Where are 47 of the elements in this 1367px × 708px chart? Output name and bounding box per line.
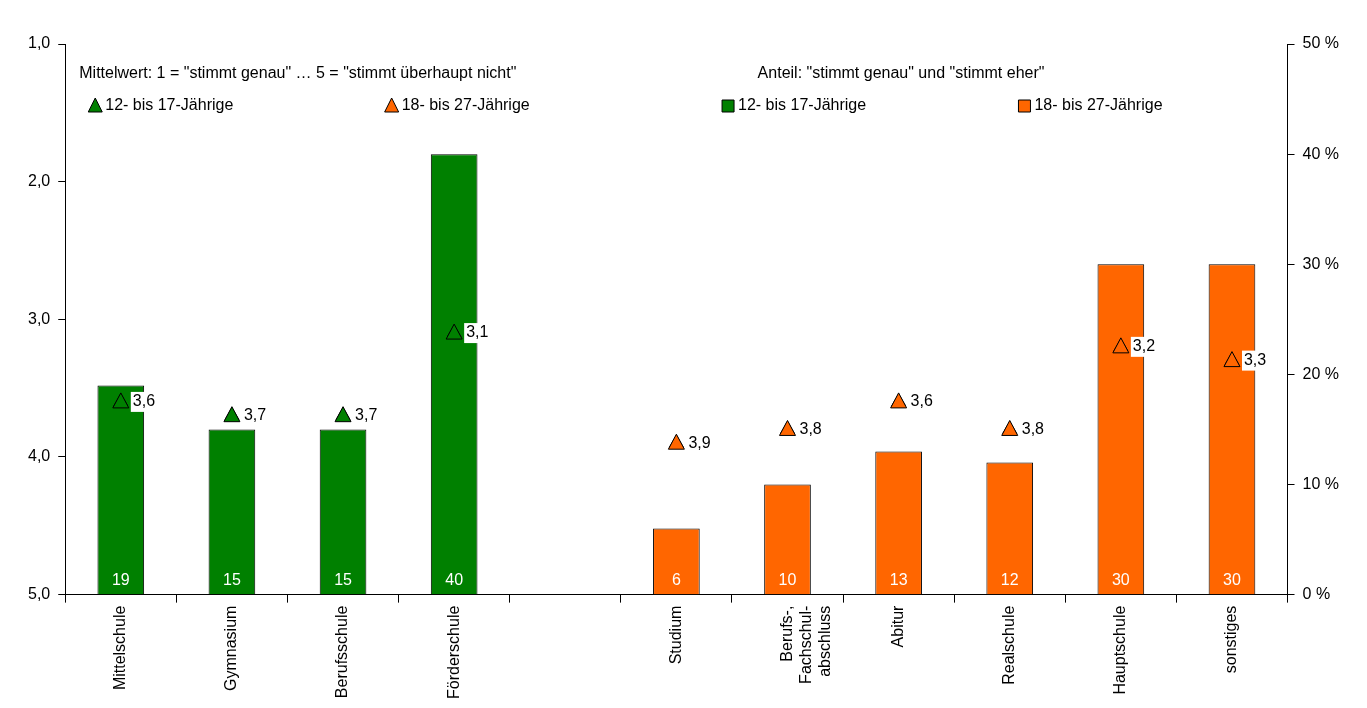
y2-tick-label: 10 % bbox=[1302, 474, 1339, 492]
data-label: 12 bbox=[1000, 570, 1019, 588]
data-label: 30 bbox=[1223, 570, 1241, 588]
y-tick-label: 4,0 bbox=[27, 447, 51, 465]
data-label: 15 bbox=[223, 570, 241, 588]
x-tick-label: Studium bbox=[666, 605, 684, 665]
legend-label: 18- bis 27-Jährige bbox=[1034, 96, 1163, 114]
x-tick-label: Gymnasium bbox=[222, 605, 240, 691]
data-label: 10 bbox=[778, 570, 797, 588]
data-label: 3,7 bbox=[243, 406, 267, 424]
y-tick-label: 1,0 bbox=[27, 34, 51, 52]
x-tick-label: Hauptschule bbox=[1111, 605, 1129, 695]
data-label: 3,6 bbox=[132, 392, 156, 410]
data-label: 3,8 bbox=[1021, 419, 1045, 437]
y-tick-label: 3,0 bbox=[27, 309, 51, 327]
annotation: Anteil: "stimmt genau" und "stimmt eher" bbox=[757, 64, 1045, 82]
data-label: 3,7 bbox=[355, 406, 378, 424]
data-label: 19 bbox=[111, 570, 130, 588]
data-label: 3,1 bbox=[466, 323, 489, 341]
y2-tick-label: 0 % bbox=[1302, 585, 1331, 603]
y2-tick-label: 20 % bbox=[1302, 364, 1339, 382]
y-tick-label: 2,0 bbox=[27, 172, 51, 190]
x-tick-label: Mittelschule bbox=[111, 605, 129, 691]
data-label: 13 bbox=[889, 570, 908, 588]
data-label: 3,2 bbox=[1132, 337, 1156, 355]
data-label: 3,8 bbox=[799, 419, 822, 437]
annotation: Mittelwert: 1 = "stimmt genau" … 5 = "stimmt überhaupt nicht" bbox=[79, 64, 517, 82]
legend-label: 12- bis 17-Jährige bbox=[738, 96, 867, 114]
x-tick-label: Realschule bbox=[1000, 605, 1018, 685]
legend-label: 18- bis 27-Jährige bbox=[401, 96, 530, 114]
x-tick-label: sonstiges bbox=[1222, 605, 1240, 674]
data-label: 30 bbox=[1111, 570, 1130, 588]
x-tick-label: Berufsschule bbox=[333, 605, 351, 699]
y2-tick-label: 40 % bbox=[1302, 144, 1339, 162]
legend-label: 12- bis 17-Jährige bbox=[105, 96, 234, 114]
y2-tick-label: 50 % bbox=[1302, 34, 1339, 52]
data-label: 3,6 bbox=[910, 392, 933, 410]
data-label: 6 bbox=[671, 570, 681, 588]
data-label: 40 bbox=[445, 570, 464, 588]
data-label: 3,3 bbox=[1243, 351, 1267, 369]
y2-tick-label: 30 % bbox=[1302, 254, 1339, 272]
y-tick-label: 5,0 bbox=[27, 585, 51, 603]
data-label: 3,9 bbox=[688, 433, 711, 451]
x-tick-label: Abitur bbox=[889, 604, 907, 648]
data-label: 15 bbox=[334, 570, 353, 588]
x-tick-label: Berufs-, Fachschul- abschluss bbox=[777, 605, 834, 684]
x-tick-label: Förderschule bbox=[444, 605, 462, 699]
